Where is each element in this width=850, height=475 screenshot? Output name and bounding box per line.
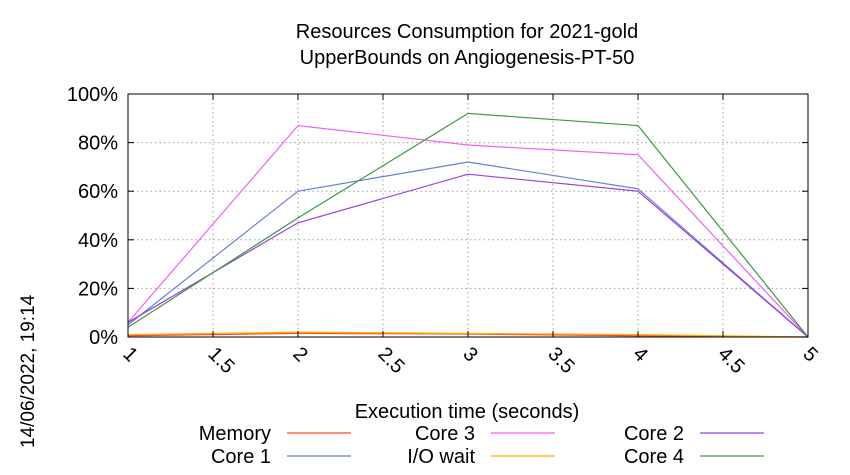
chart-title-line-1: Resources Consumption for 2021-gold (296, 21, 638, 43)
x-tick-label: 3.5 (543, 343, 578, 378)
series-line-core-1 (127, 161, 809, 338)
y-tick-label: 0% (89, 327, 118, 349)
y-tick-label: 80% (78, 133, 118, 155)
x-tick-label: 2.5 (373, 343, 408, 378)
x-tick-label: 4.5 (713, 343, 748, 378)
legend-label: Core 2 (624, 423, 684, 445)
series-line-core-4 (127, 112, 809, 338)
grid-lines (128, 94, 808, 337)
x-axis-label: Execution time (seconds) (355, 401, 580, 423)
legend-label: Core 3 (415, 423, 475, 445)
y-tick-label: 100% (67, 84, 118, 106)
y-tick-label: 20% (78, 278, 118, 300)
x-tick-label: 2 (288, 343, 311, 366)
x-tick-label: 4 (628, 343, 651, 366)
timestamp-label: 14/06/2022, 19:14 (18, 294, 39, 448)
legend-label: Memory (199, 423, 271, 445)
legend-label: Core 1 (211, 446, 271, 468)
legend-label: Core 4 (624, 446, 684, 468)
x-tick-label: 1.5 (203, 343, 238, 378)
chart-title-line-2: UpperBounds on Angiogenesis-PT-50 (300, 47, 635, 69)
y-tick-label: 40% (78, 230, 118, 252)
x-tick-label: 3 (458, 343, 481, 366)
legend-label: I/O wait (407, 446, 475, 468)
series-line-core-2 (127, 173, 809, 338)
series-line-core-3 (127, 124, 809, 338)
x-tick-label: 5 (798, 343, 821, 366)
x-tick-label: 1 (118, 343, 141, 366)
y-tick-label: 60% (78, 181, 118, 203)
series-lines (127, 112, 809, 338)
